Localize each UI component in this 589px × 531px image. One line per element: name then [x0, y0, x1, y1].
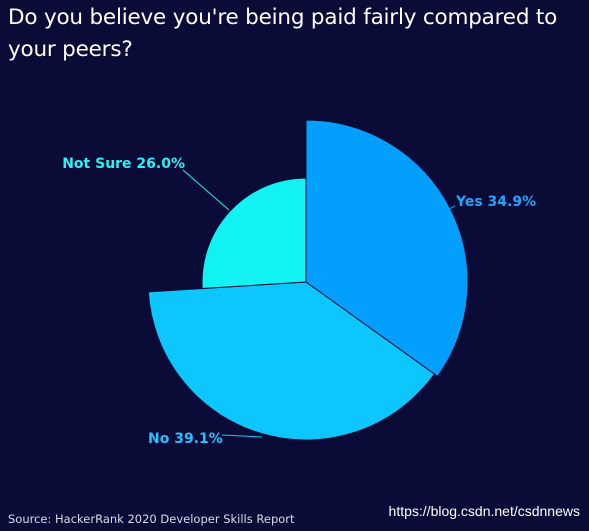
leader-line-yes	[430, 205, 456, 219]
leader-line-no	[221, 434, 263, 438]
pie-slice-no	[147, 281, 436, 441]
pie-slice-not-sure	[201, 177, 307, 290]
data-label-yes: Yes 34.9%	[455, 194, 536, 210]
watermark: https://blog.csdn.net/csdnnews	[388, 503, 580, 519]
data-label-no: No 39.1%	[148, 431, 223, 447]
chart-title: Do you believe you're being paid fairly …	[8, 5, 558, 62]
leader-line-not-sure	[182, 169, 230, 211]
source-note: Source: HackerRank 2020 Developer Skills…	[8, 512, 295, 526]
data-label-not-sure: Not Sure 26.0%	[62, 156, 185, 172]
